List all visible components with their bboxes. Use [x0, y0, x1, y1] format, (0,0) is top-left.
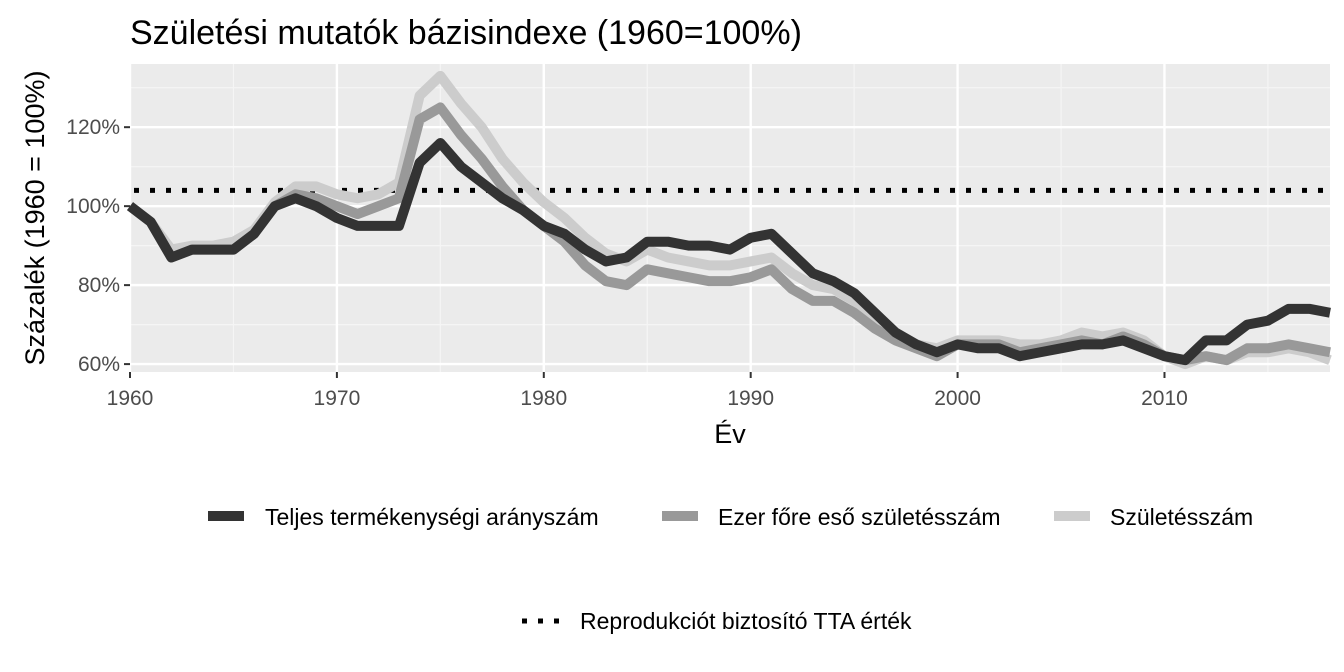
x-tick-label: 2010	[1141, 387, 1188, 410]
x-tick-label: 1980	[520, 387, 567, 410]
y-tick-label: 60%	[78, 353, 120, 376]
legend-label-series-1: Teljes termékenységi arányszám	[265, 504, 599, 530]
series-line-1	[126, 137, 1331, 366]
grid-minor	[130, 64, 1330, 372]
x-tick-label: 1970	[314, 387, 361, 410]
y-axis-title: Százalék (1960 = 100%)	[20, 71, 50, 366]
legend-label-reference: Reprodukciót biztosító TTA érték	[580, 608, 912, 634]
x-tick-label: 1990	[727, 387, 774, 410]
x-tick-label: 2000	[934, 387, 981, 410]
y-tick-label: 80%	[78, 274, 120, 297]
series-layer	[126, 70, 1332, 370]
x-tick-label: 1960	[107, 387, 154, 410]
legend: Teljes termékenységi arányszám Ezer főre…	[208, 504, 1253, 634]
y-tick-label: 120%	[66, 116, 120, 139]
plot-background	[130, 64, 1330, 372]
x-axis: 1960 1970 1980 1990 2000 2010	[107, 372, 1188, 410]
legend-label-series-3: Születésszám	[1110, 504, 1253, 530]
legend-label-series-2: Ezer főre eső születésszám	[718, 504, 1001, 530]
y-axis: 60% 80% 100% 120%	[66, 116, 130, 376]
x-axis-title: Év	[714, 419, 746, 449]
y-tick-label: 100%	[66, 195, 120, 218]
chart-title: Születési mutatók bázisindexe (1960=100%…	[130, 14, 802, 52]
